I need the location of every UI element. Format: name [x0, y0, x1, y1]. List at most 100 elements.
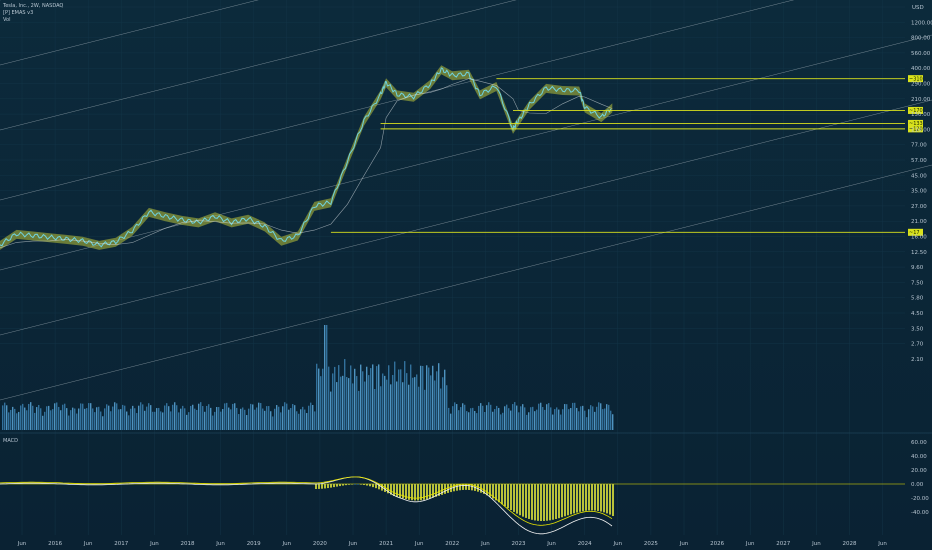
volume-bar	[402, 382, 404, 430]
volume-bar	[282, 406, 284, 430]
volume-bar	[464, 404, 466, 430]
volume-bar	[200, 402, 202, 430]
volume-bar	[584, 410, 586, 430]
volume-bar	[518, 412, 520, 430]
volume-bar	[20, 405, 22, 430]
volume-bar	[534, 411, 536, 430]
volume-bar	[370, 368, 372, 430]
macd-line	[0, 476, 613, 535]
volume-bar	[450, 413, 452, 430]
macd-histogram-bar	[465, 484, 467, 490]
level-tag	[908, 106, 923, 114]
macd-histogram-bar	[384, 484, 386, 492]
volume-bar	[224, 403, 226, 430]
volume-bar	[174, 402, 176, 430]
volume-bar	[412, 377, 414, 430]
macd-histogram-bar	[552, 484, 554, 520]
macd-histogram-bar	[531, 484, 533, 520]
volume-bar	[122, 404, 124, 430]
legend-indicator: [P] EMAS v3	[3, 10, 34, 16]
macd-histogram-bar	[390, 484, 392, 495]
volume-bar	[598, 402, 600, 430]
volume-bar	[74, 408, 76, 430]
volume-bar	[40, 408, 42, 430]
volume-bar	[22, 403, 24, 430]
volume-bar	[440, 388, 442, 430]
volume-bar	[28, 403, 30, 430]
volume-bar	[602, 409, 604, 430]
volume-bar	[442, 377, 444, 430]
volume-bar	[358, 390, 360, 430]
macd-histogram-bar	[345, 484, 347, 486]
volume-bar	[340, 376, 342, 430]
macd-histogram-bar	[441, 484, 443, 495]
volume-bar	[276, 405, 278, 430]
price-line	[0, 67, 612, 248]
volume-bar	[116, 403, 118, 430]
macd-histogram-bar	[600, 484, 602, 512]
volume-bar	[502, 412, 504, 430]
volume-bar	[100, 411, 102, 430]
volume-bar	[196, 409, 198, 430]
price-tick-label: 3.50	[911, 326, 924, 332]
volume-bar	[60, 410, 62, 430]
macd-histogram-bar	[501, 484, 503, 505]
time-tick-label: 2017	[114, 541, 128, 547]
macd-histogram-bar	[348, 484, 350, 485]
volume-bar	[160, 411, 162, 430]
volume-bar	[132, 405, 134, 430]
volume-bar	[590, 405, 592, 430]
volume-bar	[4, 402, 6, 430]
volume-bar	[422, 365, 424, 430]
volume-bar	[594, 411, 596, 430]
macd-histogram-bar	[573, 484, 575, 514]
time-tick-label: Jun	[745, 541, 755, 547]
volume-bar	[48, 405, 50, 430]
volume-bar	[212, 415, 214, 430]
volume-bar	[444, 369, 446, 430]
time-tick-label: 2016	[48, 541, 62, 547]
volume-bar	[400, 369, 402, 430]
time-tick-label: Jun	[414, 541, 424, 547]
macd-histogram-bar	[594, 484, 596, 511]
volume-bar	[414, 377, 416, 430]
level-tag-label: ~170	[909, 108, 923, 114]
volume-bar	[180, 408, 182, 430]
volume-bar	[184, 408, 186, 430]
volume-bar	[566, 404, 568, 430]
volume-bar	[476, 413, 478, 430]
macd-histogram-bar	[525, 484, 527, 518]
volume-bar	[456, 404, 458, 430]
level-tag-label: ~133	[909, 121, 923, 127]
volume-bar	[546, 404, 548, 430]
macd-histogram-bar	[543, 484, 545, 521]
volume-bar	[580, 406, 582, 430]
price-axis: USD 1200.00 800.00 560.00 400.00 290.00 210.00…	[911, 5, 932, 516]
macd-histogram-bar	[426, 484, 428, 500]
grid	[0, 0, 905, 535]
macd-histogram-bar	[540, 484, 542, 522]
volume-bar	[32, 405, 34, 430]
macd-histogram-bar	[339, 484, 341, 487]
volume-bar	[268, 406, 270, 430]
volume-bar	[278, 406, 280, 430]
volume-bar	[310, 402, 312, 430]
price-series	[0, 65, 613, 250]
volume-bar	[376, 366, 378, 430]
volume-bar	[6, 405, 8, 430]
macd-histogram-bar	[513, 484, 515, 512]
price-tick-label: 210.00	[911, 97, 931, 103]
macd-histogram-bar	[432, 484, 434, 498]
volume-bar	[288, 409, 290, 430]
volume-bar	[94, 412, 96, 430]
volume-bar	[248, 408, 250, 430]
level-tag-label: ~120	[909, 127, 923, 133]
volume-bar	[430, 375, 432, 430]
volume-bar	[2, 405, 4, 430]
macd-histogram-bar	[489, 484, 491, 497]
volume-bar	[182, 405, 184, 430]
macd-histogram-bar	[519, 484, 521, 516]
volume-bar	[140, 402, 142, 430]
